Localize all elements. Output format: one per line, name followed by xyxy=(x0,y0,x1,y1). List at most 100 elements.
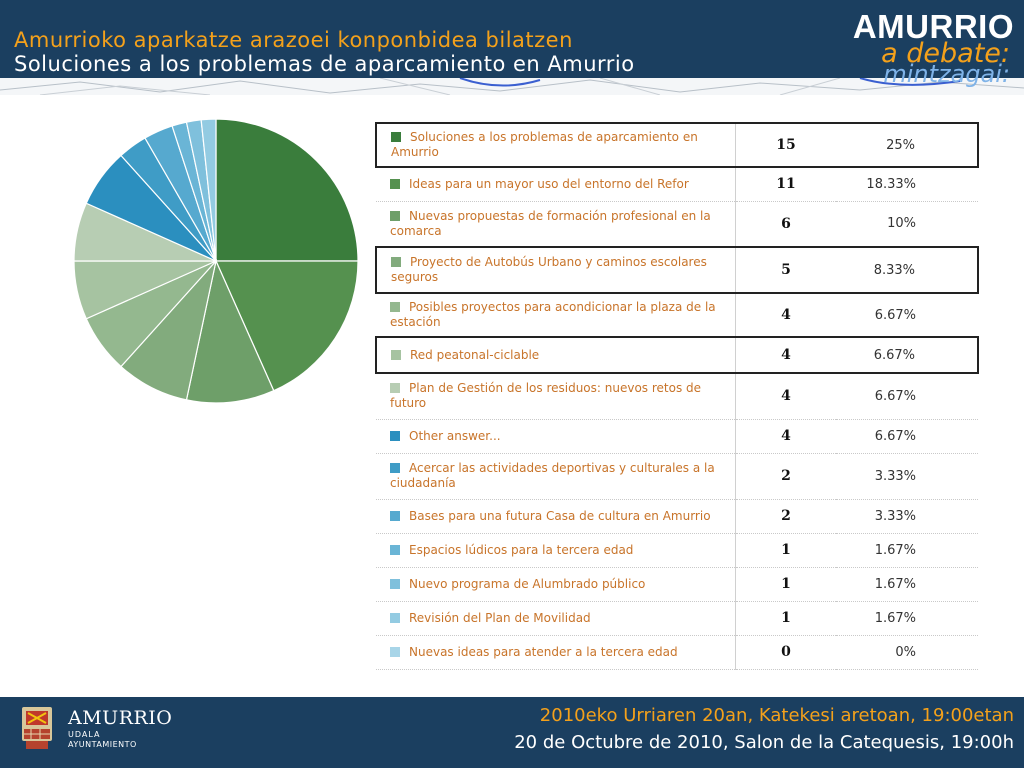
row-label[interactable]: Revisión del Plan de Movilidad xyxy=(409,610,591,625)
row-label-cell: Espacios lúdicos para la tercera edad xyxy=(376,533,736,568)
row-percentage: 1.67% xyxy=(836,533,978,568)
row-label-cell: Other answer... xyxy=(376,419,736,454)
row-count: 4 xyxy=(735,373,836,420)
row-percentage: 3.33% xyxy=(836,453,978,500)
row-percentage: 10% xyxy=(836,201,978,248)
row-label[interactable]: Nuevas ideas para atender a la tercera e… xyxy=(409,644,678,659)
row-label-cell: Posibles proyectos para acondicionar la … xyxy=(376,293,736,338)
legend-swatch xyxy=(390,646,400,657)
pie-slice[interactable] xyxy=(185,259,275,404)
table-row: Nuevas propuestas de formación profesion… xyxy=(376,201,978,248)
row-percentage: 3.33% xyxy=(836,499,978,534)
row-label[interactable]: Other answer... xyxy=(409,428,501,443)
row-percentage: 18.33% xyxy=(836,167,978,202)
row-count: 2 xyxy=(735,453,836,500)
brand-name: AMURRIO xyxy=(852,8,1014,45)
row-count: 15 xyxy=(735,122,836,168)
row-label-cell: Plan de Gestión de los residuos: nuevos … xyxy=(376,373,736,420)
legend-swatch xyxy=(390,612,400,623)
row-percentage: 1.67% xyxy=(836,567,978,602)
row-count: 1 xyxy=(735,533,836,568)
row-label-cell: Ideas para un mayor uso del entorno del … xyxy=(376,167,736,202)
table-row: Bases para una futura Casa de cultura en… xyxy=(376,499,978,534)
map-strip xyxy=(0,77,1024,95)
row-percentage: 6.67% xyxy=(836,373,978,420)
title-basque: Amurrioko aparkatze arazoei konponbidea … xyxy=(14,28,573,52)
row-count: 1 xyxy=(735,601,836,636)
row-count: 0 xyxy=(735,635,836,670)
pie-slice[interactable] xyxy=(215,118,359,262)
row-label[interactable]: Acercar las actividades deportivas y cul… xyxy=(390,461,715,490)
row-label[interactable]: Nuevo programa de Alumbrado público xyxy=(409,576,646,591)
table-row: Plan de Gestión de los residuos: nuevos … xyxy=(376,373,978,420)
brand-tagline-spanish: a debate: xyxy=(881,38,1010,69)
event-date-basque: 2010eko Urriaren 20an, Katekesi aretoan,… xyxy=(539,705,1014,726)
row-percentage: 6.67% xyxy=(836,293,978,338)
row-label-cell: Nuevas propuestas de formación profesion… xyxy=(376,201,736,248)
legend-swatch xyxy=(390,383,400,394)
legend-swatch xyxy=(390,463,400,473)
row-label-cell: Proyecto de Autobús Urbano y caminos esc… xyxy=(375,246,736,294)
row-count: 6 xyxy=(735,201,836,248)
row-label[interactable]: Red peatonal-ciclable xyxy=(410,347,540,362)
table-row: Posibles proyectos para acondicionar la … xyxy=(376,293,978,338)
legend-swatch xyxy=(390,178,400,189)
title-spanish: Soluciones a los problemas de aparcamien… xyxy=(14,52,635,76)
row-count: 2 xyxy=(735,499,836,534)
table-row: Proyecto de Autobús Urbano y caminos esc… xyxy=(375,246,979,294)
results-table-body: Soluciones a los problemas de aparcamien… xyxy=(375,122,979,670)
row-label[interactable]: Bases para una futura Casa de cultura en… xyxy=(409,508,711,523)
row-label-cell: Revisión del Plan de Movilidad xyxy=(376,601,736,636)
table-row: Revisión del Plan de Movilidad 1 1.67% xyxy=(376,601,978,636)
row-label-cell: Acercar las actividades deportivas y cul… xyxy=(376,453,736,500)
table-row: Ideas para un mayor uso del entorno del … xyxy=(376,167,978,202)
footer-town-name: AMURRIO xyxy=(68,707,173,729)
row-percentage: 6.67% xyxy=(836,336,979,374)
row-count: 1 xyxy=(735,567,836,602)
pie-slice[interactable] xyxy=(215,260,359,392)
table-row: Other answer... 4 6.67% xyxy=(376,419,978,454)
footer-banner: AMURRIO UDALA AYUNTAMIENTO 2010eko Urria… xyxy=(0,697,1024,768)
row-label-cell: Red peatonal-ciclable xyxy=(375,336,736,374)
legend-swatch xyxy=(391,257,401,267)
legend-swatch xyxy=(390,430,400,441)
row-label[interactable]: Plan de Gestión de los residuos: nuevos … xyxy=(390,381,702,411)
row-label-cell: Bases para una futura Casa de cultura en… xyxy=(376,499,736,534)
row-percentage: 0% xyxy=(836,635,978,670)
event-date-spanish: 20 de Octubre de 2010, Salon de la Cateq… xyxy=(514,732,1014,753)
row-count: 4 xyxy=(735,293,836,338)
results-table: Soluciones a los problemas de aparcamien… xyxy=(375,122,979,670)
row-percentage: 6.67% xyxy=(836,419,978,454)
row-percentage: 25% xyxy=(836,122,979,168)
legend-swatch xyxy=(390,210,400,221)
table-row: Acercar las actividades deportivas y cul… xyxy=(376,453,978,500)
table-row: Nuevo programa de Alumbrado público 1 1.67… xyxy=(376,567,978,602)
legend-swatch xyxy=(391,349,401,360)
row-label[interactable]: Ideas para un mayor uso del entorno del … xyxy=(409,176,689,191)
footer-ayuntamiento: AYUNTAMIENTO xyxy=(68,740,137,749)
row-count: 5 xyxy=(735,246,836,294)
pie-slice[interactable] xyxy=(200,118,217,262)
header-banner: Amurrioko aparkatze arazoei konponbidea … xyxy=(0,0,1024,95)
table-row: Red peatonal-ciclable 4 6.67% xyxy=(375,336,979,374)
row-label[interactable]: Soluciones a los problemas de aparcamien… xyxy=(391,130,698,159)
pie-chart xyxy=(73,118,359,404)
brand-tagline-basque: mintzagai: xyxy=(883,60,1010,88)
legend-swatch xyxy=(390,510,400,521)
row-count: 4 xyxy=(735,419,836,454)
legend-swatch xyxy=(391,132,401,142)
row-label-cell: Nuevas ideas para atender a la tercera e… xyxy=(376,635,736,670)
table-row: Soluciones a los problemas de aparcamien… xyxy=(375,122,979,168)
row-label[interactable]: Nuevas propuestas de formación profesion… xyxy=(390,208,711,238)
row-percentage: 1.67% xyxy=(836,601,978,636)
row-count: 4 xyxy=(735,336,836,374)
row-label-cell: Soluciones a los problemas de aparcamien… xyxy=(375,122,736,168)
row-percentage: 8.33% xyxy=(836,246,979,294)
map-lines xyxy=(0,77,1024,95)
row-label-cell: Nuevo programa de Alumbrado público xyxy=(376,567,736,602)
row-label[interactable]: Espacios lúdicos para la tercera edad xyxy=(409,542,634,557)
row-count: 11 xyxy=(735,167,836,202)
row-label[interactable]: Posibles proyectos para acondicionar la … xyxy=(390,300,716,329)
footer-udala: UDALA xyxy=(68,730,101,739)
row-label[interactable]: Proyecto de Autobús Urbano y caminos esc… xyxy=(391,255,707,284)
